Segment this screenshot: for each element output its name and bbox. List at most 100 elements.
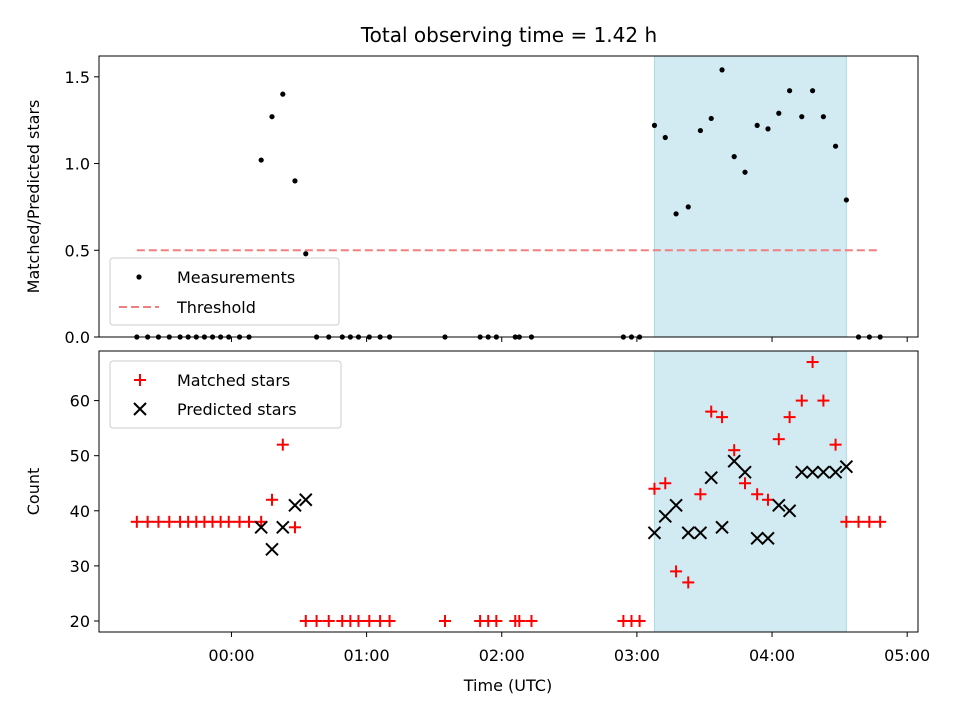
predicted-star-point — [805, 465, 820, 479]
measurement-point — [776, 110, 782, 116]
matched-star-point — [163, 515, 176, 528]
predicted-star-point — [681, 526, 695, 540]
matched-star-point — [670, 565, 683, 578]
matched-star-point — [840, 515, 853, 528]
predicted-star-point — [647, 526, 662, 540]
matched-star-point — [490, 614, 503, 627]
measurement-point — [673, 211, 679, 217]
top-legend: Measurements Threshold — [109, 257, 340, 326]
matched-star-point — [525, 614, 538, 627]
bottom-x-ticks: 00:00 01:00 02:00 03:00 04:00 05:00 — [208, 632, 930, 665]
measurement-point — [697, 127, 704, 134]
predicted-star-point — [816, 465, 831, 479]
matched-star-point — [739, 477, 752, 490]
bottom-panel: 20 30 40 50 60 00:00 01:00 02:00 03:00 04:00 05:0… — [24, 350, 930, 695]
y-tick-label: 1.5 — [65, 68, 90, 87]
measurement-point — [820, 114, 826, 120]
matched-star-point — [829, 438, 842, 451]
measurement-point — [809, 88, 816, 94]
matched-star-point — [682, 576, 695, 589]
top-y-axis-label: Matched/Predicted stars — [24, 100, 43, 294]
matched-star-point — [288, 521, 301, 534]
measurement-point — [731, 154, 737, 160]
matched-star-point — [310, 614, 323, 627]
predicted-star-point — [761, 531, 775, 546]
matched-star-point — [852, 515, 865, 528]
matched-star-point — [255, 515, 268, 528]
legend-threshold-label: Threshold — [176, 298, 256, 317]
measurement-point — [719, 67, 725, 73]
predicted-star-point — [276, 520, 290, 535]
matched-star-point — [659, 477, 672, 490]
measurement-point — [754, 122, 760, 128]
matched-star-point — [141, 515, 154, 528]
x-tick-label: 01:00 — [344, 646, 390, 665]
predicted-star-point — [288, 498, 302, 512]
matched-star-point — [633, 614, 646, 627]
top-x-ticks — [230, 337, 908, 342]
predicted-star-point — [828, 465, 843, 479]
matched-star-point — [438, 614, 451, 627]
y-tick-label: 40 — [70, 502, 90, 521]
predicted-star-point — [772, 498, 786, 512]
measurement-point — [292, 178, 298, 184]
matched-star-point — [716, 411, 729, 424]
measurement-point — [843, 197, 849, 203]
y-tick-label: 60 — [70, 392, 90, 411]
bottom-axes-frame — [98, 350, 919, 633]
predicted-star-point — [693, 526, 708, 540]
predicted-star-point — [299, 493, 313, 507]
predicted-star-point — [782, 504, 797, 518]
matched-star-point — [222, 515, 235, 528]
legend-predicted-label: Predicted stars — [177, 400, 297, 419]
matched-star-point — [363, 614, 376, 627]
predicted-star-point — [738, 465, 752, 479]
matched-star-point — [863, 515, 876, 528]
measurement-point — [708, 115, 714, 122]
predicted-star-point — [265, 542, 279, 557]
matched-star-point — [130, 515, 143, 528]
x-tick-label: 02:00 — [479, 646, 525, 665]
measurement-point — [787, 88, 793, 94]
matched-star-point — [152, 515, 165, 528]
top-axes-frame — [98, 55, 919, 338]
matched-star-point — [761, 493, 774, 506]
measurement-point — [832, 143, 839, 149]
top-panel: 0.0 0.5 1.0 1.5 Matched/Predicted stars Mea… — [24, 55, 919, 347]
measurement-point — [799, 114, 805, 120]
predicted-star-point — [795, 465, 809, 479]
matched-star-point — [783, 411, 796, 424]
bottom-y-axis-label: Count — [24, 468, 43, 516]
matched-star-point — [874, 515, 887, 528]
x-tick-label: 00:00 — [208, 646, 254, 665]
matched-points-layer — [130, 356, 887, 627]
measurement-point — [269, 114, 275, 120]
matched-star-point — [817, 394, 830, 407]
x-tick-label: 04:00 — [749, 646, 795, 665]
x-tick-label: 05:00 — [884, 646, 930, 665]
x-axis-label: Time (UTC) — [463, 676, 552, 695]
matched-star-point — [751, 488, 764, 501]
y-tick-label: 0.0 — [65, 328, 90, 347]
matched-star-point — [243, 515, 256, 528]
top-legend-box — [109, 257, 340, 326]
measurement-point — [258, 157, 264, 163]
legend-measurement-marker — [136, 274, 142, 280]
matched-star-point — [795, 394, 808, 407]
legend-measurements-label: Measurements — [177, 268, 295, 287]
x-tick-label: 03:00 — [614, 646, 660, 665]
matched-star-point — [705, 405, 718, 418]
measurement-point — [303, 251, 309, 257]
predicted-star-point — [727, 454, 741, 468]
predicted-star-point — [658, 509, 672, 524]
predicted-points-layer — [254, 454, 854, 557]
matched-star-point — [276, 438, 289, 451]
top-highlight-span — [653, 55, 847, 338]
matched-star-point — [265, 493, 278, 506]
y-tick-label: 20 — [70, 612, 90, 631]
measurement-point — [662, 134, 668, 141]
matched-star-point — [322, 614, 335, 627]
matched-star-point — [648, 482, 661, 495]
matched-star-point — [772, 433, 785, 446]
